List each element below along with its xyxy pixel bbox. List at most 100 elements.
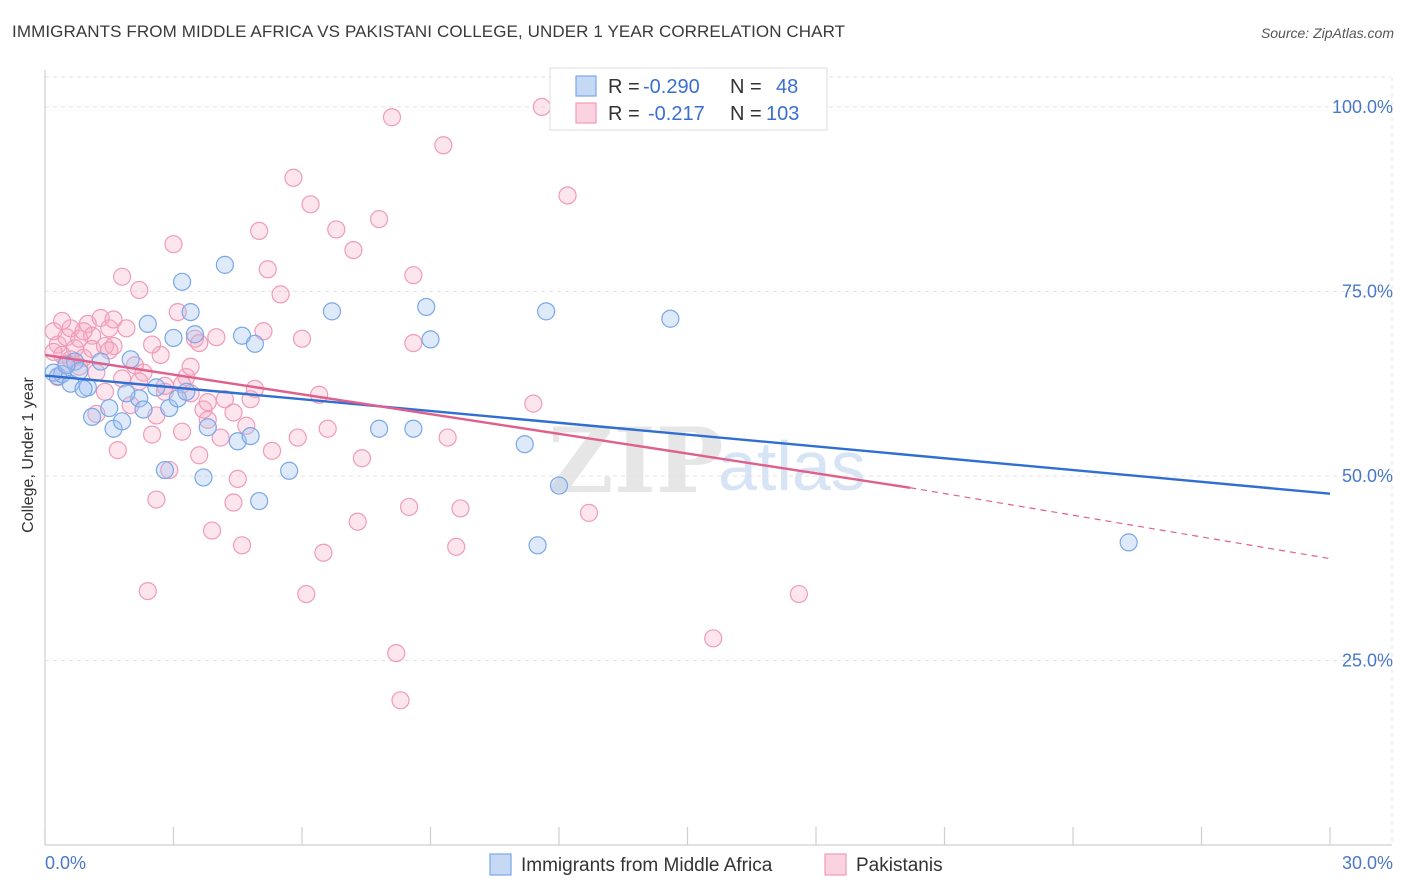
data-point-blue	[138, 314, 157, 334]
data-point-pink	[232, 536, 252, 555]
data-point-pink	[228, 469, 247, 489]
data-point-pink	[434, 136, 453, 155]
y-tick-label: 100.0%	[1332, 97, 1393, 117]
data-point-pink	[104, 310, 123, 329]
data-point-pink	[258, 260, 277, 279]
data-point-pink	[524, 394, 543, 413]
data-point-pink	[532, 97, 551, 117]
data-point-pink	[147, 490, 166, 509]
data-point-pink	[160, 460, 179, 480]
watermark: ZIP atlas	[548, 408, 866, 514]
data-point-pink	[108, 441, 127, 460]
data-point-blue	[404, 419, 423, 438]
data-point-pink	[438, 428, 457, 447]
data-point-pink	[198, 393, 217, 412]
y-axis-label: College, Under 1 year	[20, 377, 37, 533]
data-point-pink	[142, 335, 162, 354]
data-point-blue	[181, 302, 200, 322]
data-point-pink	[207, 328, 226, 347]
data-point-pink	[451, 499, 470, 518]
x-tick-label: 30.0%	[1342, 853, 1393, 873]
y-tick-label: 25.0%	[1342, 650, 1393, 670]
data-point-blue	[177, 382, 196, 401]
data-point-blue	[280, 461, 299, 480]
data-point-pink	[237, 416, 256, 435]
x-tick-label: 0.0%	[45, 853, 86, 873]
data-point-pink	[297, 584, 316, 604]
data-point-pink	[370, 209, 389, 229]
data-point-blue	[232, 326, 252, 345]
data-point-blue	[134, 400, 153, 419]
data-point-blue	[112, 412, 132, 431]
data-point-pink	[344, 240, 363, 260]
legend-r-label-2: R =	[608, 103, 640, 125]
data-point-pink	[387, 643, 406, 663]
data-point-pink	[288, 428, 307, 447]
data-point-pink	[211, 428, 230, 447]
data-point-pink	[399, 497, 419, 517]
data-point-pink	[382, 108, 402, 127]
data-point-pink	[168, 302, 187, 322]
data-point-pink	[789, 584, 808, 604]
data-point-pink	[404, 266, 423, 285]
axes: 25.0% 50.0% 75.0% 100.0% 0.0% 30.0%	[44, 70, 1393, 873]
data-point-pink	[164, 235, 183, 254]
legend-swatch-blue	[575, 75, 597, 97]
data-point-blue	[100, 398, 119, 418]
data-point-pink	[250, 221, 269, 241]
data-point-blue	[528, 536, 547, 555]
data-point-pink	[112, 267, 132, 286]
legend-n-label-1: N =	[730, 76, 762, 98]
data-point-pink	[172, 422, 192, 441]
data-point-blue	[515, 435, 534, 454]
data-point-blue	[194, 468, 213, 487]
data-point-blue	[185, 325, 205, 344]
data-point-pink	[190, 333, 209, 353]
data-point-pink	[117, 319, 136, 338]
data-point-pink	[181, 357, 200, 376]
data-point-pink	[558, 186, 577, 205]
data-point-pink	[202, 521, 222, 540]
trend-line-pink	[44, 353, 911, 489]
legend-r-value-1: -0.290	[643, 76, 700, 98]
data-point-blue	[172, 272, 192, 291]
data-point-pink	[271, 285, 290, 304]
data-point-pink	[215, 390, 234, 409]
data-point-pink	[138, 581, 157, 601]
data-point-pink	[130, 280, 149, 300]
legend-n-value-1: 48	[776, 76, 798, 98]
data-point-blue	[215, 255, 234, 274]
data-point-blue	[417, 297, 436, 317]
data-point-blue	[83, 407, 102, 427]
data-point-pink	[74, 322, 93, 341]
data-point-blue	[245, 334, 264, 353]
legend-r-value-2: -0.217	[648, 103, 705, 125]
data-point-pink	[262, 441, 282, 460]
legend-bottom-swatch-blue	[489, 853, 512, 876]
data-point-pink	[391, 691, 410, 710]
chart-source: Source: ZipAtlas.com	[1260, 25, 1394, 41]
data-point-pink	[404, 333, 423, 353]
chart-title: IMMIGRANTS FROM MIDDLE AFRICA VS PAKISTA…	[12, 22, 846, 41]
trend-line-blue	[44, 374, 1331, 495]
data-point-blue	[241, 426, 260, 446]
trend-lines	[44, 353, 1331, 560]
data-point-pink	[224, 403, 243, 422]
data-point-blue	[155, 460, 175, 480]
data-point-blue	[121, 350, 140, 369]
legend-n-label-2: N =	[730, 103, 762, 125]
data-point-blue	[537, 302, 556, 321]
legend-bottom: Immigrants from Middle Africa Pakistanis	[489, 853, 943, 876]
data-point-blue	[250, 491, 269, 511]
y-tick-label: 50.0%	[1342, 466, 1393, 486]
data-point-pink	[198, 410, 217, 429]
data-point-blue	[198, 418, 217, 437]
data-point-blue	[117, 384, 136, 403]
trend-line-pink-extension	[910, 487, 1331, 560]
legend-top: R = -0.290 N = 48 R = -0.217 N = 103	[549, 67, 828, 131]
data-point-pink	[348, 512, 367, 531]
data-point-pink	[327, 220, 346, 239]
data-point-blue	[164, 328, 183, 348]
series-pakistanis	[44, 97, 808, 710]
